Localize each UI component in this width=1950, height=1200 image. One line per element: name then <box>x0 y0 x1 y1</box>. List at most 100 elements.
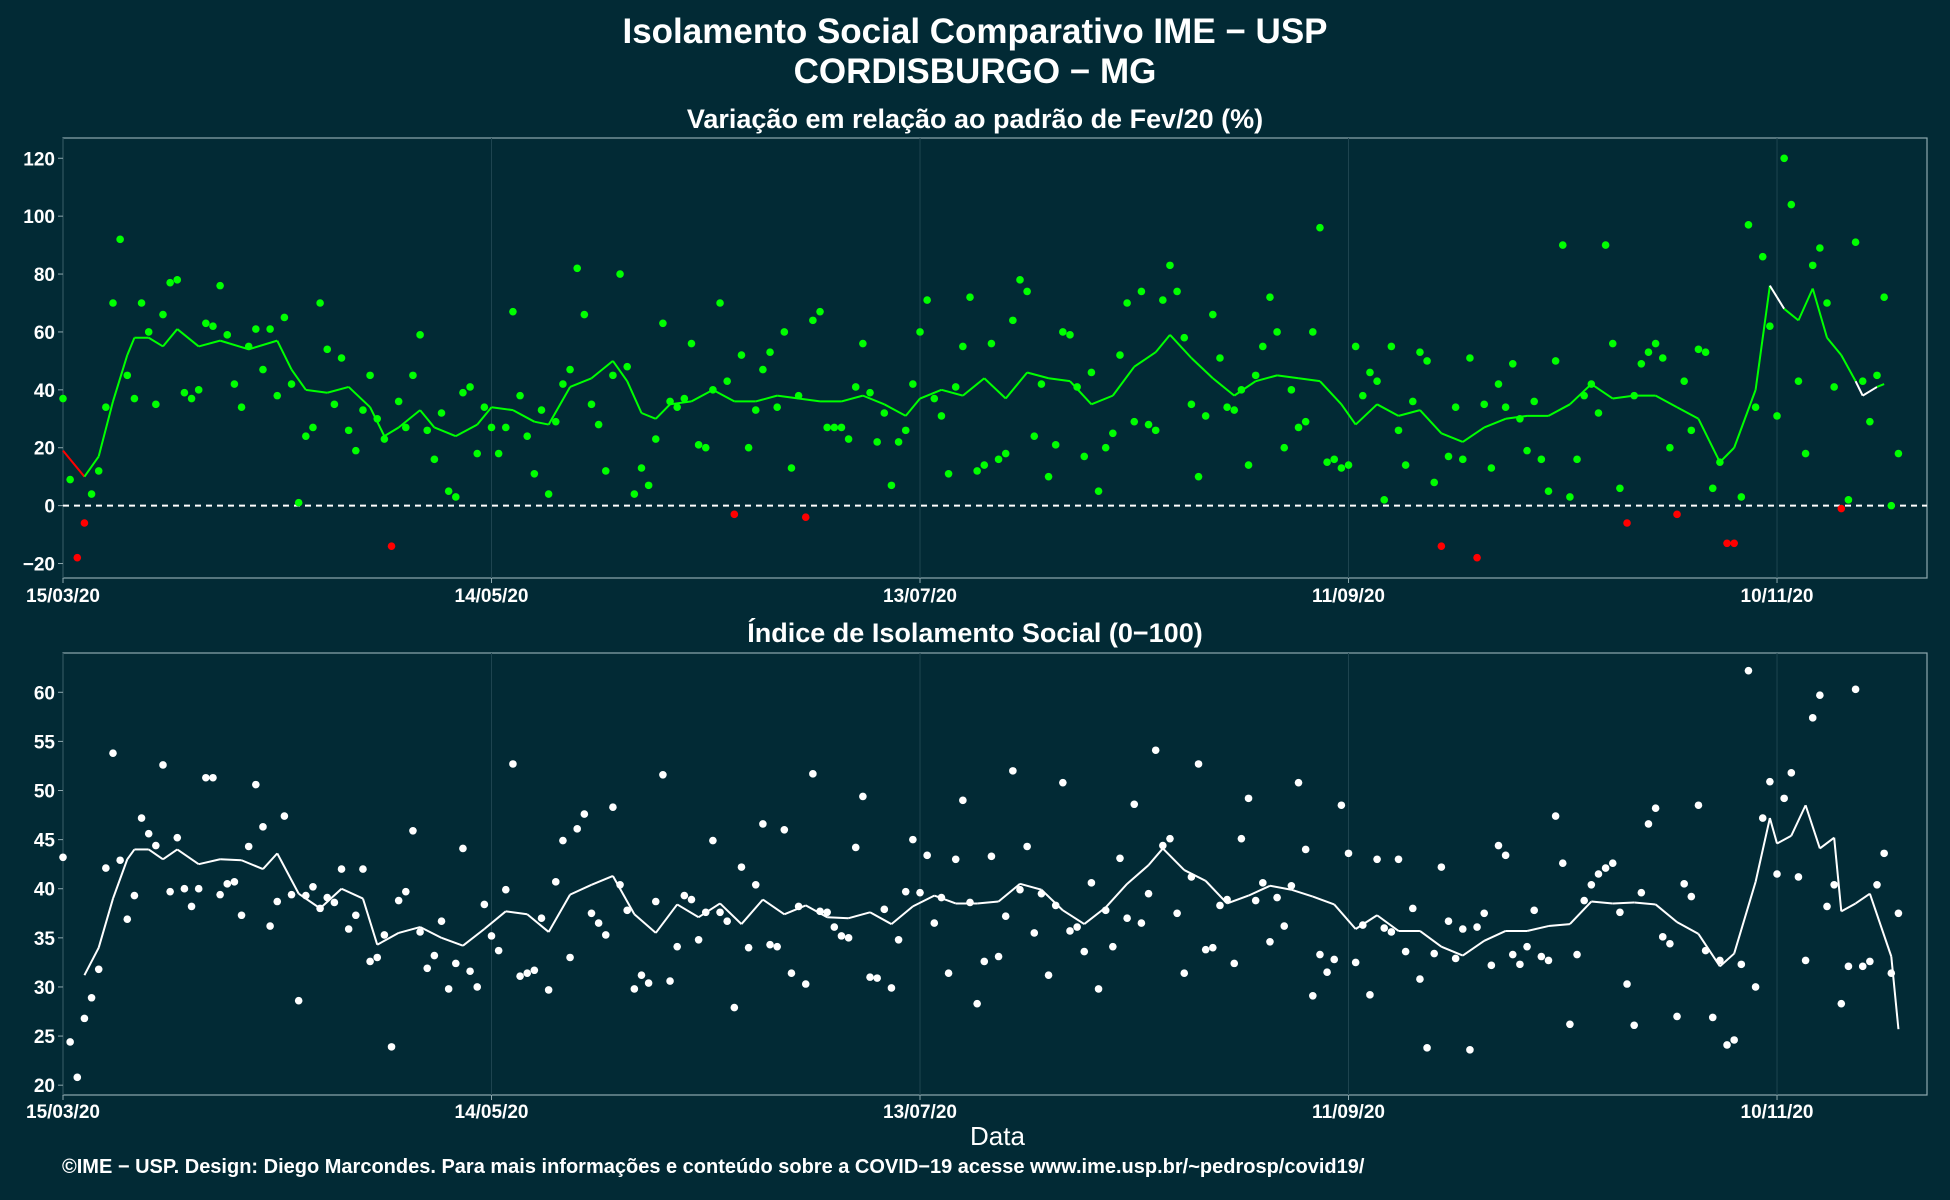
idx-y-tick-label: 35 <box>34 929 56 950</box>
var-data-point <box>1823 299 1831 307</box>
idx-data-point <box>223 880 232 888</box>
var-data-point <box>1473 553 1481 562</box>
idx-data-point <box>880 905 889 914</box>
idx-data-point <box>723 917 731 925</box>
var-trend-segment <box>305 388 328 394</box>
var-data-point <box>616 270 624 278</box>
idx-data-point <box>1373 855 1381 864</box>
var-data-point <box>273 391 282 400</box>
var-data-point <box>194 386 203 394</box>
var-data-point <box>530 469 539 478</box>
idx-trend-segment <box>1719 952 1735 968</box>
idx-data-point <box>466 967 474 976</box>
var-x-tick-label: 10/11/20 <box>1741 586 1814 607</box>
var-data-point <box>1573 455 1581 464</box>
var-trend-segment <box>1376 403 1399 417</box>
idx-trend-segment <box>654 903 678 934</box>
idx-data-point <box>1301 845 1310 854</box>
idx-data-point <box>323 893 332 902</box>
var-data-point <box>1673 510 1681 519</box>
idx-data-point <box>887 984 896 992</box>
idx-data-point <box>787 969 796 978</box>
var-data-point <box>202 319 210 328</box>
var-data-point <box>694 441 703 449</box>
var-data-point <box>1794 377 1803 385</box>
var-data-point <box>1780 154 1788 163</box>
idx-trend-segment <box>1440 945 1464 957</box>
var-data-point <box>851 383 860 391</box>
chart-title-line2: CORDISBURGO − MG <box>793 52 1157 91</box>
var-y-tick-label: 60 <box>34 323 55 344</box>
var-trend-segment <box>1112 366 1136 397</box>
var-trend-segment <box>569 377 592 388</box>
idx-data-point <box>344 925 353 933</box>
idx-data-point <box>994 952 1003 961</box>
var-data-point <box>451 493 460 501</box>
var-trend-segment <box>777 394 799 400</box>
var-data-point <box>494 449 503 458</box>
idx-data-point <box>1851 685 1860 694</box>
idx-trend-segment <box>1855 892 1871 905</box>
var-data-point <box>1630 391 1638 400</box>
var-data-point <box>687 339 696 348</box>
var-data-point <box>844 435 853 443</box>
var-data-point <box>366 371 374 380</box>
idx-data-point <box>102 864 110 872</box>
var-data-point <box>780 328 789 336</box>
idx-data-point <box>1401 947 1410 956</box>
chart-title-line1: Isolamento Social Comparativo IME − USP <box>622 12 1328 51</box>
var-data-point <box>94 467 103 475</box>
var-trend-segment <box>112 354 129 402</box>
idx-data-point <box>1680 880 1688 888</box>
idx-trend-segment <box>1548 923 1571 928</box>
var-data-point <box>1116 351 1124 359</box>
var-data-point <box>1030 432 1039 440</box>
idx-data-point <box>294 996 303 1005</box>
idx-data-point <box>1394 855 1403 864</box>
var-data-point <box>673 403 681 412</box>
var-data-point <box>1873 371 1881 380</box>
var-data-point <box>730 510 739 519</box>
var-data-point <box>559 380 567 388</box>
idx-data-point <box>109 749 117 757</box>
idx-trend-segment <box>220 858 242 862</box>
idx-data-point <box>587 909 596 918</box>
idx-data-point <box>1773 870 1781 878</box>
idx-trend-segment <box>361 898 379 946</box>
idx-trend-segment <box>1147 847 1164 866</box>
var-data-point <box>423 426 432 435</box>
var-data-point <box>1408 397 1417 406</box>
var-data-point <box>1009 316 1017 325</box>
var-data-point <box>766 348 774 357</box>
var-data-point <box>1580 391 1588 400</box>
idx-data-point <box>716 908 724 917</box>
var-data-point <box>437 409 446 417</box>
var-data-point <box>994 455 1003 464</box>
idx-x-tick-label: 14/05/20 <box>455 1102 529 1123</box>
var-data-point <box>244 342 253 351</box>
var-data-point <box>701 443 710 452</box>
var-trend-segment <box>1319 380 1343 405</box>
var-trend-segment <box>1212 377 1235 397</box>
idx-data-point <box>209 773 217 782</box>
idx-data-point <box>1116 854 1124 863</box>
var-data-point <box>1187 400 1196 409</box>
var-data-point <box>1737 493 1746 501</box>
var-trend-segment <box>512 409 535 423</box>
idx-trend-segment <box>740 898 764 925</box>
idx-data-point <box>451 959 460 968</box>
idx-data-point <box>644 979 653 987</box>
idx-data-point <box>1458 925 1467 933</box>
var-data-point <box>794 391 803 400</box>
idx-y-tick-label: 45 <box>34 831 56 852</box>
idx-trend-segment <box>1291 888 1314 898</box>
idx-data-point <box>1016 885 1024 894</box>
var-data-point <box>923 296 931 304</box>
var-data-point <box>587 400 596 409</box>
idx-trend-segment <box>1419 930 1442 948</box>
x-axis-title: Data <box>970 1121 1025 1151</box>
var-data-point <box>523 432 532 440</box>
var-data-point <box>1266 293 1274 302</box>
var-data-point <box>1330 455 1339 464</box>
var-data-point <box>937 412 946 420</box>
